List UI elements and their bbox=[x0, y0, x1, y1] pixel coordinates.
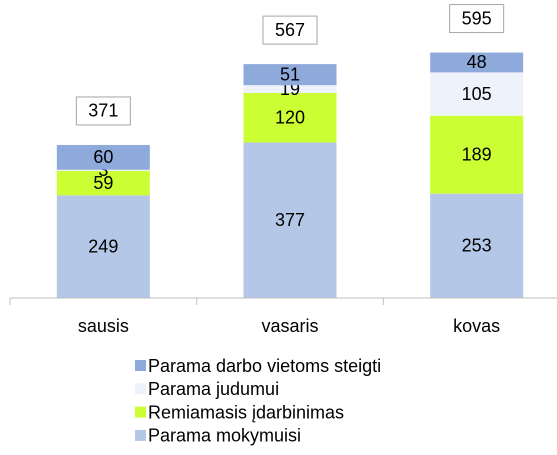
bar-segment bbox=[243, 92, 337, 143]
bar-segment bbox=[430, 52, 524, 73]
legend-label: Parama mokymuisi bbox=[148, 426, 301, 446]
value-label: 59 bbox=[93, 173, 113, 193]
bar-segment bbox=[430, 115, 524, 194]
bar-segment bbox=[56, 170, 150, 196]
value-label: 189 bbox=[462, 144, 492, 164]
total-box bbox=[262, 15, 318, 45]
bar-segment bbox=[243, 142, 337, 298]
value-label: 51 bbox=[280, 64, 300, 84]
total-box bbox=[449, 4, 505, 34]
x-tick-label: kovas bbox=[453, 316, 500, 336]
legend-swatch bbox=[135, 383, 146, 395]
bar-segment bbox=[243, 64, 337, 86]
total-label: 595 bbox=[462, 8, 492, 28]
total-label: 371 bbox=[88, 101, 118, 121]
value-label: 48 bbox=[467, 52, 487, 72]
legend-swatch bbox=[135, 360, 146, 371]
x-tick-label: vasaris bbox=[261, 316, 318, 336]
value-label: 377 bbox=[275, 210, 305, 230]
value-label: 60 bbox=[93, 147, 113, 167]
bar-segment bbox=[243, 85, 337, 93]
bar-segment bbox=[56, 144, 150, 170]
bar-segment bbox=[430, 72, 524, 116]
legend-label: Parama darbo vietoms steigti bbox=[148, 356, 381, 376]
legend-swatch bbox=[135, 406, 146, 418]
value-label: 3 bbox=[98, 160, 108, 180]
legend-label: Parama judumui bbox=[148, 379, 279, 399]
value-label: 253 bbox=[462, 236, 492, 256]
legend-label: Remiamasis įdarbinimas bbox=[148, 402, 344, 422]
legend-swatch bbox=[135, 429, 146, 441]
bar-segment bbox=[430, 193, 524, 298]
value-label: 249 bbox=[88, 236, 118, 256]
total-label: 567 bbox=[275, 20, 305, 40]
bar-segment bbox=[56, 169, 150, 171]
value-label: 105 bbox=[462, 84, 492, 104]
bar-segment bbox=[56, 195, 150, 298]
x-tick-label: sausis bbox=[78, 316, 129, 336]
value-label: 120 bbox=[275, 107, 305, 127]
total-box bbox=[75, 96, 131, 126]
